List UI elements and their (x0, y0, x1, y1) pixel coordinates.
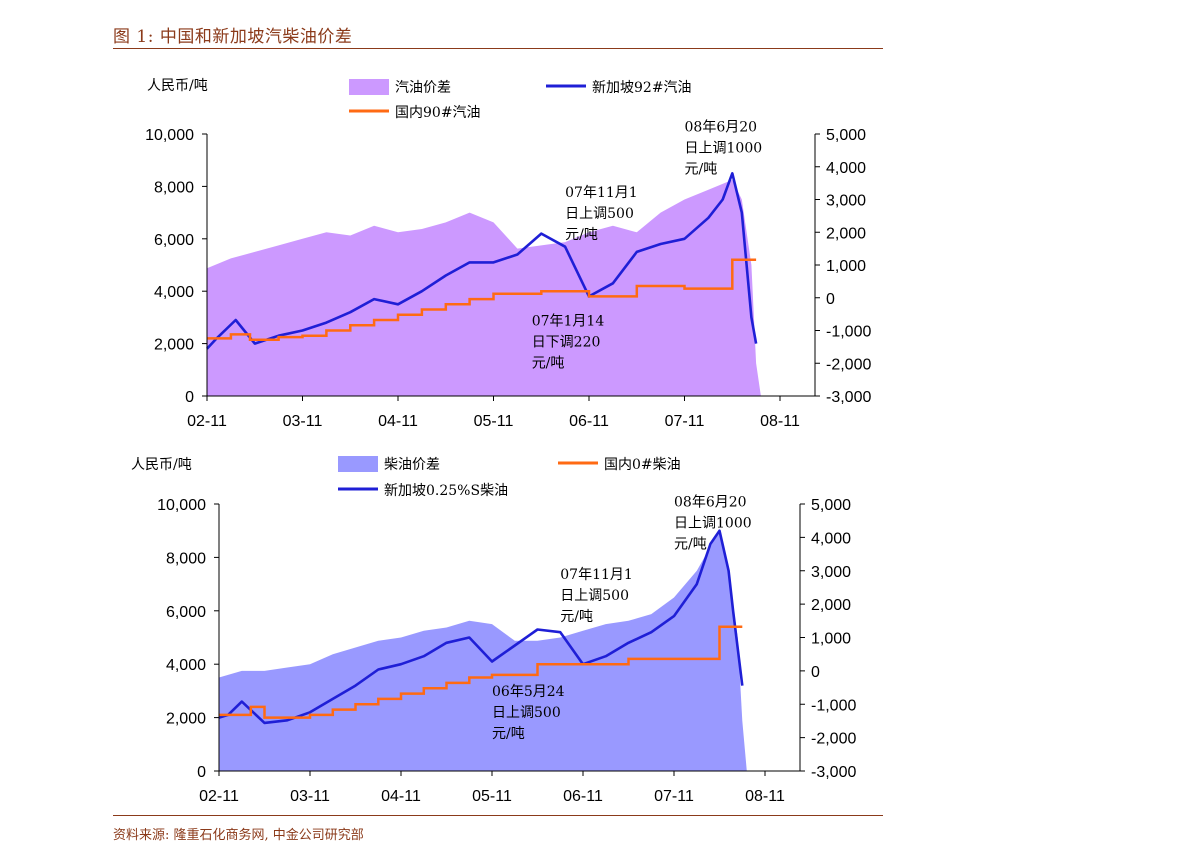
x-tick-label: 03-11 (290, 788, 330, 805)
annotation-text: 日上调500 (560, 588, 629, 604)
annotation-text: 07年1月14 (532, 313, 605, 329)
right-y-tick-label: 5,000 (826, 127, 866, 144)
left-y-tick-label: 4,000 (154, 284, 194, 301)
annotation-text: 07年11月1 (560, 567, 633, 583)
legend-label: 汽油价差 (395, 80, 451, 96)
left-y-tick-label: 0 (185, 389, 194, 406)
right-y-tick-label: -2,000 (811, 731, 856, 748)
left-y-tick-label: 8,000 (154, 179, 194, 196)
x-tick-label: 03-11 (283, 413, 323, 430)
right-y-tick-label: -1,000 (826, 324, 871, 341)
right-y-tick-label: 1,000 (811, 631, 851, 648)
left-y-tick-label: 6,000 (154, 232, 194, 249)
domestic-price-series (219, 625, 743, 719)
right-y-tick-label: 4,000 (811, 530, 851, 547)
x-tick-label: 07-11 (654, 788, 694, 805)
source-rule (113, 815, 883, 816)
annotation-text: 元/吨 (492, 726, 525, 742)
annotation-text: 08年6月20 (685, 119, 758, 135)
annotation-text: 08年6月20 (674, 495, 747, 511)
right-y-tick-label: 2,000 (811, 597, 851, 614)
right-y-tick-label: 2,000 (826, 225, 866, 242)
x-tick-label: 06-11 (569, 413, 609, 430)
legend-swatch-spread (338, 456, 378, 472)
right-y-tick-label: 0 (811, 664, 820, 681)
singapore-price-series (218, 529, 744, 725)
legend-label: 国内0#柴油 (604, 457, 681, 473)
x-tick-label: 02-11 (187, 413, 227, 430)
annotation-text: 07年11月1 (565, 185, 638, 201)
annotation-text: 元/吨 (565, 227, 598, 243)
left-y-tick-label: 4,000 (166, 657, 206, 674)
legend-label: 新加坡92#汽油 (592, 80, 692, 96)
annotation-text: 日上调1000 (685, 140, 763, 156)
legend-label: 新加坡0.25%S柴油 (384, 483, 508, 499)
right-y-tick-label: -3,000 (826, 389, 871, 406)
unit-label: 人民币/吨 (147, 78, 208, 94)
right-y-tick-label: 0 (826, 291, 835, 308)
gasoline-spread-chart: 人民币/吨 10,000 8,000 6,000 4,000 2,000 0 5,000 4,0… (145, 78, 871, 430)
diesel-spread-chart: 人民币/吨 10,000 8,000 6,000 4,000 2,000 0 5,000 4,0… (131, 456, 856, 805)
annotation-text: 日上调500 (492, 705, 561, 721)
x-tick-label: 06-11 (563, 788, 603, 805)
right-y-tick-label: -3,000 (811, 764, 856, 781)
annotation-text: 日下调220 (532, 334, 601, 350)
left-y-tick-label: 10,000 (157, 497, 206, 514)
right-y-tick-label: 5,000 (811, 497, 851, 514)
right-y-tick-label: 1,000 (826, 258, 866, 275)
x-tick-label: 04-11 (381, 788, 421, 805)
right-y-tick-label: 3,000 (811, 564, 851, 581)
left-y-tick-label: 2,000 (166, 711, 206, 728)
spread-area-series (207, 179, 761, 396)
annotation-text: 元/吨 (560, 609, 593, 625)
annotation-text: 日上调1000 (674, 516, 752, 532)
singapore-price-series (206, 172, 758, 350)
right-y-tick-label: 3,000 (826, 193, 866, 210)
annotation-text: 06年5月24 (492, 684, 565, 700)
x-tick-label: 08-11 (745, 788, 785, 805)
annotation-text: 日上调500 (565, 206, 634, 222)
x-tick-label: 02-11 (199, 788, 239, 805)
x-tick-label: 05-11 (474, 413, 514, 430)
right-y-tick-label: -2,000 (826, 356, 871, 373)
legend-swatch-spread (349, 79, 389, 95)
left-y-tick-label: 2,000 (154, 337, 194, 354)
left-y-tick-label: 10,000 (145, 127, 194, 144)
x-tick-label: 05-11 (472, 788, 512, 805)
legend-label: 柴油价差 (384, 457, 440, 473)
title-rule (113, 48, 883, 49)
left-y-tick-label: 6,000 (166, 604, 206, 621)
annotation-text: 元/吨 (674, 537, 707, 553)
annotation-text: 元/吨 (532, 355, 565, 371)
annotation-text: 元/吨 (685, 161, 718, 177)
x-tick-label: 08-11 (760, 413, 800, 430)
domestic-price-series (207, 258, 757, 341)
left-y-tick-label: 0 (197, 764, 206, 781)
x-tick-label: 04-11 (378, 413, 418, 430)
unit-label: 人民币/吨 (131, 457, 192, 473)
legend-label: 国内90#汽油 (395, 105, 481, 121)
right-y-tick-label: -1,000 (811, 697, 856, 714)
figure-title: 图 1: 中国和新加坡汽柴油价差 (113, 27, 353, 47)
right-y-tick-label: 4,000 (826, 160, 866, 177)
left-y-tick-label: 8,000 (166, 550, 206, 567)
x-tick-label: 07-11 (665, 413, 705, 430)
source-note: 资料来源: 隆重石化商务网, 中金公司研究部 (113, 828, 364, 843)
